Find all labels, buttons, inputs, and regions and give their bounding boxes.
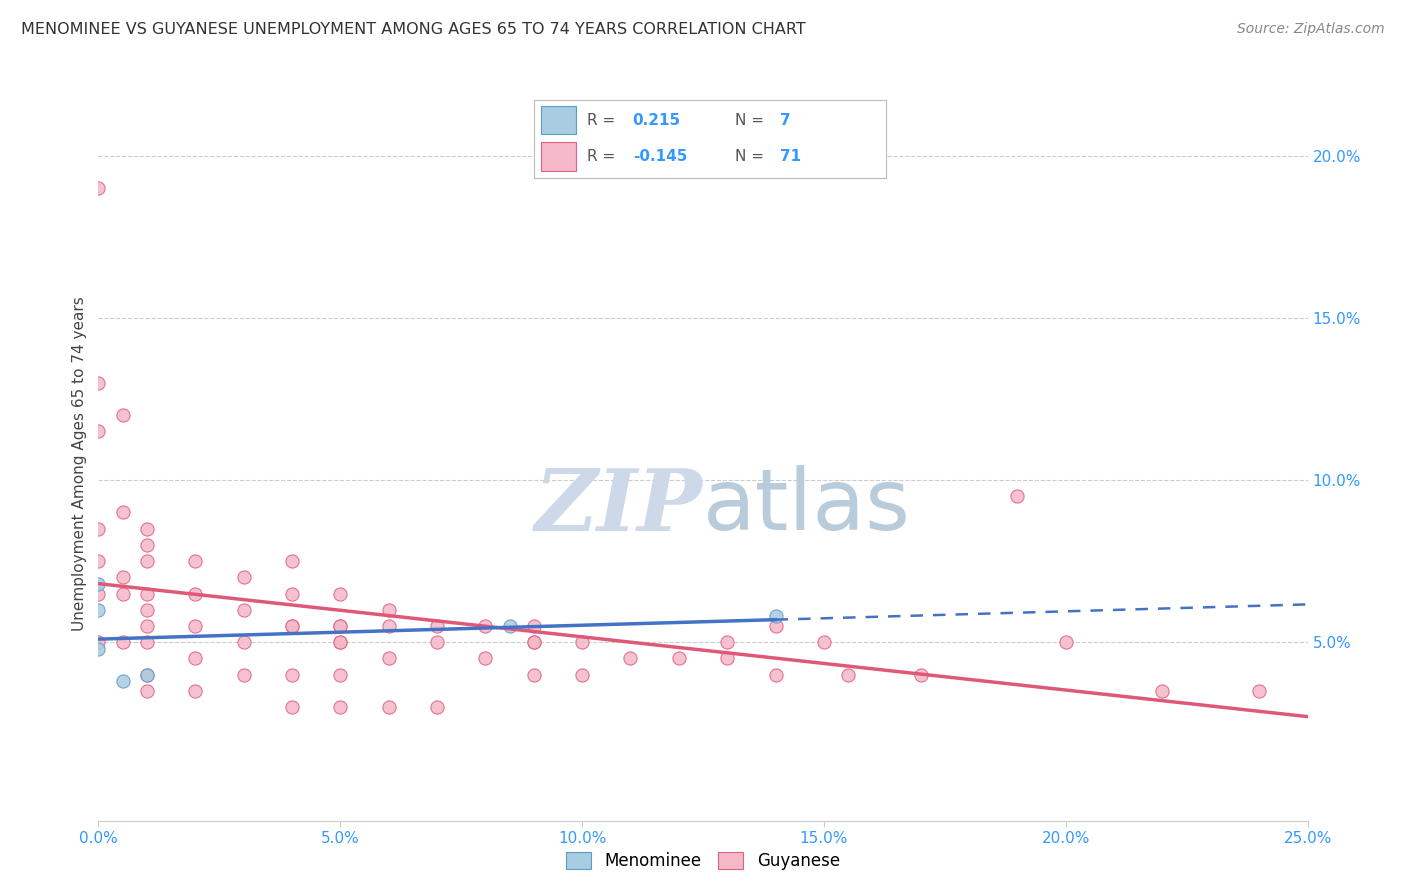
Point [281,700,304,714]
Text: N =: N = [734,149,769,164]
Point [135,586,157,600]
Point [668,651,690,665]
Point [135,554,157,568]
Point [111,506,134,520]
Text: 0.215: 0.215 [633,112,681,128]
Point [377,603,399,617]
Point [523,635,546,649]
Point [281,619,304,633]
Point [426,619,449,633]
Text: 7: 7 [780,112,792,128]
Text: 71: 71 [780,149,801,164]
Point [765,667,787,681]
Point [1152,684,1174,698]
Point [232,570,254,584]
Point [1249,684,1271,698]
Point [135,684,157,698]
Text: Source: ZipAtlas.com: Source: ZipAtlas.com [1237,22,1385,37]
Point [87,181,110,195]
Point [281,554,304,568]
Point [281,667,304,681]
Point [281,586,304,600]
Legend: Menominee, Guyanese: Menominee, Guyanese [560,845,846,877]
Point [571,635,593,649]
Point [329,619,352,633]
Point [87,425,110,439]
Point [87,577,110,591]
Point [571,667,593,681]
Point [426,635,449,649]
Point [87,554,110,568]
Point [87,376,110,390]
Point [135,667,157,681]
Point [474,619,496,633]
Point [184,651,207,665]
Point [377,700,399,714]
Point [910,667,932,681]
Point [184,586,207,600]
Text: R =: R = [588,149,620,164]
Bar [541,143,576,170]
Point [135,619,157,633]
Point [111,408,134,422]
Point [111,635,134,649]
Point [329,667,352,681]
Point [619,651,641,665]
Point [135,522,157,536]
Point [135,538,157,552]
Point [716,651,738,665]
Y-axis label: Unemployment Among Ages 65 to 74 years: Unemployment Among Ages 65 to 74 years [72,296,87,632]
Point [87,522,110,536]
Point [184,554,207,568]
Point [87,586,110,600]
Point [87,635,110,649]
Point [232,603,254,617]
Point [523,635,546,649]
Point [474,651,496,665]
Point [426,700,449,714]
Text: atlas: atlas [703,465,911,549]
Point [329,586,352,600]
Point [87,603,110,617]
Point [135,635,157,649]
Point [498,619,520,633]
Point [329,619,352,633]
Point [377,619,399,633]
Point [523,667,546,681]
Text: N =: N = [734,112,769,128]
Point [837,667,859,681]
Point [281,619,304,633]
Point [329,635,352,649]
Point [111,674,134,689]
Point [329,635,352,649]
Point [135,603,157,617]
Text: R =: R = [588,112,620,128]
Point [765,619,787,633]
Point [1054,635,1077,649]
Text: -0.145: -0.145 [633,149,688,164]
Point [813,635,835,649]
Point [523,619,546,633]
Point [716,635,738,649]
Point [329,700,352,714]
Point [111,570,134,584]
Text: MENOMINEE VS GUYANESE UNEMPLOYMENT AMONG AGES 65 TO 74 YEARS CORRELATION CHART: MENOMINEE VS GUYANESE UNEMPLOYMENT AMONG… [21,22,806,37]
Point [232,667,254,681]
Text: ZIP: ZIP [536,465,703,549]
Point [184,684,207,698]
Point [184,619,207,633]
Point [87,641,110,656]
Point [1007,489,1029,503]
Bar [541,106,576,135]
Point [232,635,254,649]
Point [377,651,399,665]
Point [765,609,787,624]
Point [135,667,157,681]
Point [111,586,134,600]
